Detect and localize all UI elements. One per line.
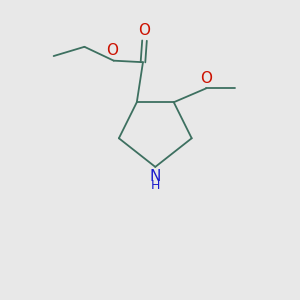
Text: H: H (151, 179, 160, 192)
Text: N: N (150, 169, 161, 184)
Text: O: O (200, 71, 212, 86)
Text: O: O (106, 44, 118, 59)
Text: O: O (139, 23, 151, 38)
